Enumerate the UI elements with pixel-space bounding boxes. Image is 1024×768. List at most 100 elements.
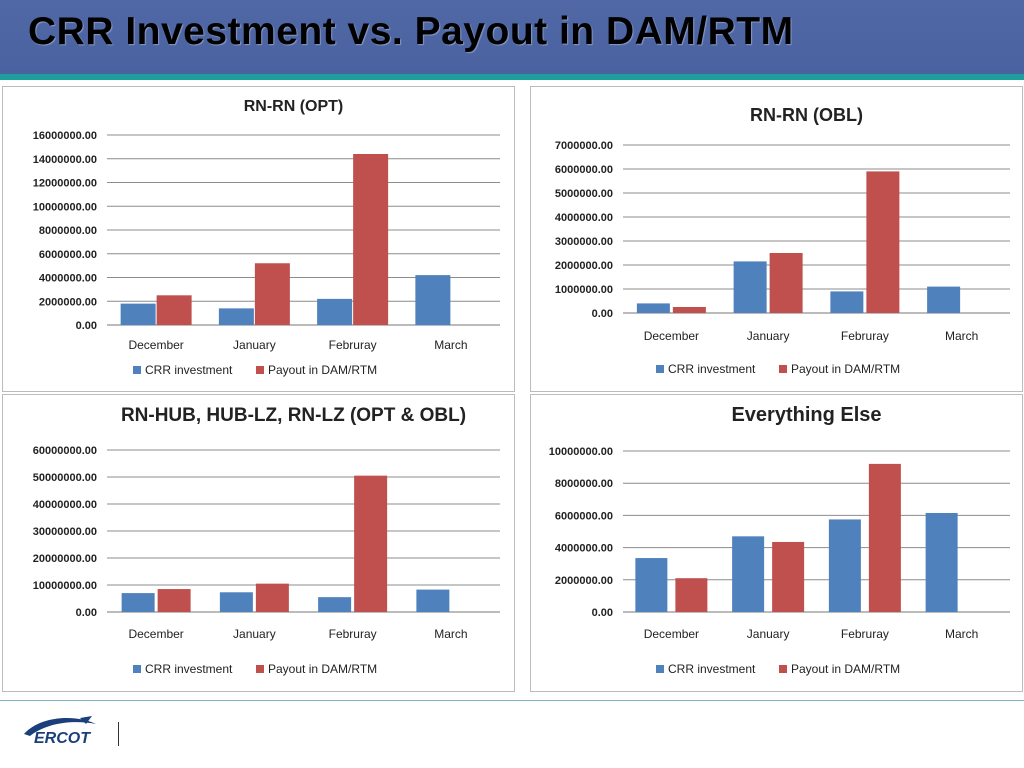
y-tick-label: 4000000.00 xyxy=(39,273,97,285)
x-category-label: January xyxy=(747,329,790,343)
title-bar xyxy=(0,0,1024,74)
y-tick-label: 60000000.00 xyxy=(33,445,97,457)
y-tick-label: 3000000.00 xyxy=(555,236,613,248)
legend-swatch xyxy=(656,665,664,673)
legend-swatch xyxy=(133,665,141,673)
y-tick-label: 6000000.00 xyxy=(39,249,97,261)
chart-title: RN-HUB, HUB-LZ, RN-LZ (OPT & OBL) xyxy=(121,405,466,426)
legend-label: Payout in DAM/RTM xyxy=(791,662,900,676)
bar-payout-december xyxy=(672,307,706,313)
bar-crr-investment-december xyxy=(120,303,156,325)
x-category-label: January xyxy=(747,627,790,641)
x-category-label: March xyxy=(945,329,978,343)
y-tick-label: 5000000.00 xyxy=(555,188,613,200)
y-tick-label: 8000000.00 xyxy=(555,478,613,490)
legend-swatch xyxy=(133,366,141,374)
y-tick-label: 2000000.00 xyxy=(39,296,97,308)
y-tick-label: 16000000.00 xyxy=(33,130,97,142)
chart-title: Everything Else xyxy=(731,404,881,426)
y-tick-label: 10000000.00 xyxy=(33,201,97,213)
y-tick-label: 12000000.00 xyxy=(33,178,97,190)
bar-payout-december xyxy=(675,578,708,612)
legend-label: Payout in DAM/RTM xyxy=(268,363,377,377)
bar-payout-december xyxy=(157,589,191,612)
y-tick-label: 0.00 xyxy=(76,607,97,619)
ercot-logo-swoosh-icon xyxy=(24,716,96,736)
bar-crr-investment-december xyxy=(635,558,668,612)
x-category-label: Februray xyxy=(841,627,889,641)
bar-crr-investment-january xyxy=(218,308,254,325)
ercot-logo-text: ERCOT xyxy=(34,730,90,747)
bar-crr-investment-februray xyxy=(318,597,352,612)
y-tick-label: 20000000.00 xyxy=(33,553,97,565)
y-tick-label: 14000000.00 xyxy=(33,154,97,166)
chart-title: RN-RN (OPT) xyxy=(244,98,344,115)
bar-payout-februray xyxy=(868,463,901,612)
legend-label: CRR investment xyxy=(668,662,756,676)
y-tick-label: 0.00 xyxy=(76,320,97,332)
y-tick-label: 7000000.00 xyxy=(555,140,613,152)
legend-label: CRR investment xyxy=(668,362,756,376)
chart-svg: RN-HUB, HUB-LZ, RN-LZ (OPT & OBL) 0.00 100… xyxy=(33,405,500,676)
x-category-label: January xyxy=(233,338,276,352)
y-tick-label: 6000000.00 xyxy=(555,510,613,522)
chart-panel-rn-rn-obl: RN-RN (OBL) 0.00 1000000.00 2000000.00 30000… xyxy=(530,86,1023,392)
bar-crr-investment-january xyxy=(732,536,765,612)
bar-crr-investment-march xyxy=(416,589,450,612)
legend-label: CRR investment xyxy=(145,662,233,676)
bar-payout-februray xyxy=(353,154,389,325)
chart-panel-everything-else: Everything Else 0.00 2000000.00 4000000.00 6… xyxy=(530,394,1023,692)
bar-crr-investment-march xyxy=(925,512,958,612)
legend-swatch xyxy=(256,366,264,374)
bar-payout-februray xyxy=(866,171,900,313)
y-tick-label: 0.00 xyxy=(592,607,613,619)
bar-payout-februray xyxy=(354,475,388,612)
legend-label: CRR investment xyxy=(145,363,233,377)
y-tick-label: 6000000.00 xyxy=(555,164,613,176)
slide-title: CRR Investment vs. Payout in DAM/RTM xyxy=(28,10,794,53)
bar-crr-investment-march xyxy=(927,286,961,313)
chart-title: RN-RN (OBL) xyxy=(750,105,863,125)
footer-divider xyxy=(0,700,1024,701)
x-category-label: December xyxy=(644,627,699,641)
x-category-label: March xyxy=(434,338,467,352)
y-tick-label: 30000000.00 xyxy=(33,526,97,538)
y-tick-label: 10000000.00 xyxy=(33,580,97,592)
footer-separator xyxy=(118,722,119,746)
bar-crr-investment-january xyxy=(733,261,767,313)
chart-svg: RN-RN (OPT) 0.00 2000000.00 4000000.00 60000… xyxy=(33,98,500,377)
y-tick-label: 40000000.00 xyxy=(33,499,97,511)
legend-swatch xyxy=(779,665,787,673)
bar-crr-investment-februray xyxy=(830,291,864,313)
bar-payout-january xyxy=(772,541,805,612)
y-tick-label: 8000000.00 xyxy=(39,225,97,237)
bar-crr-investment-january xyxy=(219,592,253,612)
y-tick-label: 10000000.00 xyxy=(549,446,613,458)
legend-swatch xyxy=(256,665,264,673)
y-tick-label: 50000000.00 xyxy=(33,472,97,484)
legend-label: Payout in DAM/RTM xyxy=(268,662,377,676)
x-category-label: December xyxy=(644,329,699,343)
chart-svg: Everything Else 0.00 2000000.00 4000000.00 6… xyxy=(549,404,1010,676)
y-tick-label: 2000000.00 xyxy=(555,260,613,272)
y-tick-label: 4000000.00 xyxy=(555,212,613,224)
x-category-label: Februray xyxy=(329,338,377,352)
chart-panel-rn-hub-hub-lz-rn-lz: RN-HUB, HUB-LZ, RN-LZ (OPT & OBL) 0.00 100… xyxy=(2,394,515,692)
legend-swatch xyxy=(779,365,787,373)
bar-payout-january xyxy=(254,263,290,325)
bar-crr-investment-februray xyxy=(317,298,353,325)
bar-crr-investment-februray xyxy=(828,519,861,612)
title-bar-stripe xyxy=(0,74,1024,80)
legend-swatch xyxy=(656,365,664,373)
x-category-label: December xyxy=(128,627,183,641)
x-category-label: January xyxy=(233,627,276,641)
chart-svg: RN-RN (OBL) 0.00 1000000.00 2000000.00 30000… xyxy=(555,105,1010,376)
bar-crr-investment-march xyxy=(415,275,451,325)
chart-panel-rn-rn-opt: RN-RN (OPT) 0.00 2000000.00 4000000.00 60000… xyxy=(2,86,515,392)
y-tick-label: 2000000.00 xyxy=(555,575,613,587)
y-tick-label: 1000000.00 xyxy=(555,284,613,296)
bar-payout-january xyxy=(769,253,803,313)
legend-label: Payout in DAM/RTM xyxy=(791,362,900,376)
x-category-label: Februray xyxy=(841,329,889,343)
y-tick-label: 4000000.00 xyxy=(555,543,613,555)
